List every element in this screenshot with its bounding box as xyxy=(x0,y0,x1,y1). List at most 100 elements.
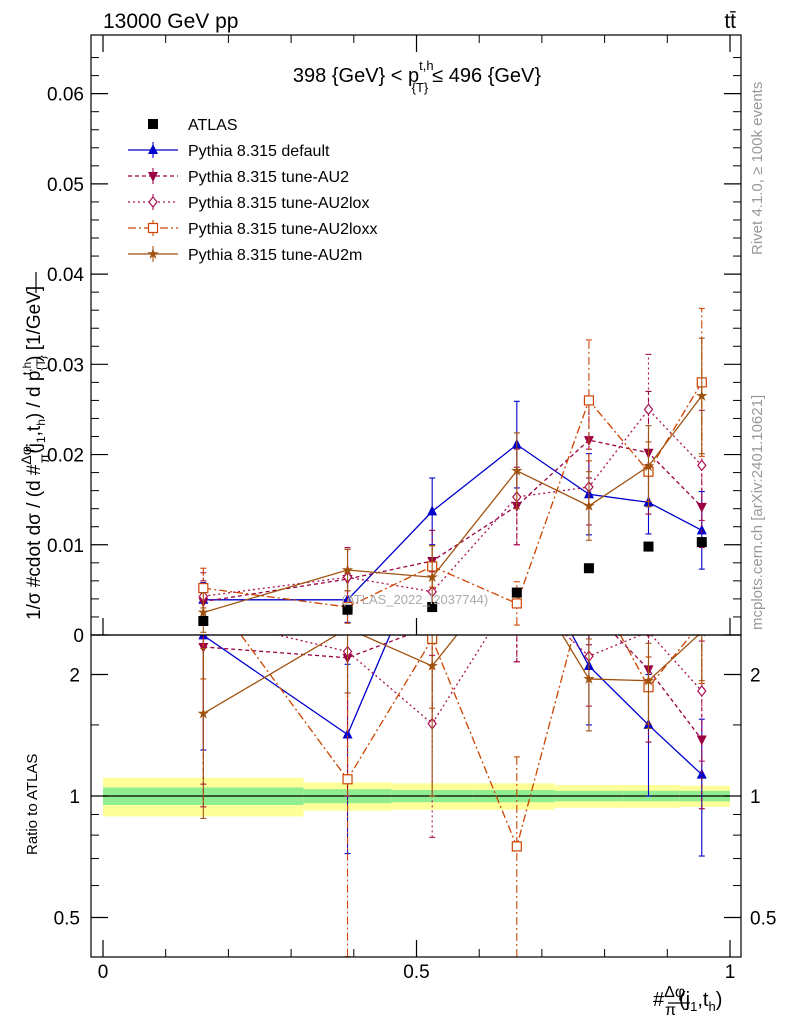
y-tick-label-main: 0.03 xyxy=(47,355,84,376)
legend-marker-atlas xyxy=(148,119,158,129)
ratio-panel: 0.5 0.5 1 1 2 2 0 0.5 1 xyxy=(54,35,776,983)
point-au2m xyxy=(583,500,595,511)
point-au2m xyxy=(426,571,438,583)
ratio-point-au2m xyxy=(642,674,655,686)
point-atlas xyxy=(583,563,594,574)
series-au2m xyxy=(197,337,708,633)
selection-label: 398 {GeV} < pt,h {T}≤ 496 {GeV} xyxy=(293,58,541,95)
legend-label: ATLAS xyxy=(188,117,238,134)
ratio-series-au2m xyxy=(197,554,706,819)
legend-item-atlas: ATLAS xyxy=(148,117,238,134)
legend-label: Pythia 8.315 tune-AU2 xyxy=(188,169,349,186)
watermark: (ATLAS_2022_I2037744) xyxy=(342,592,488,607)
series-au2lox xyxy=(198,353,707,621)
main-ylabel: 1/σ #cdot dσ / (d #Δφ π(j1,th) / d p{T}t,… xyxy=(18,286,52,620)
ratio-point-au2loxx xyxy=(697,617,706,626)
legend-item-au2: Pythia 8.315 tune-AU2 xyxy=(128,168,349,186)
x-tick-label: 0 xyxy=(98,962,109,983)
ratio-point-default xyxy=(342,728,353,739)
point-atlas xyxy=(696,537,707,548)
y-tick-label-main: 0.01 xyxy=(47,536,84,557)
ratio-line-default xyxy=(202,635,703,776)
y-tick-label-main: 0.04 xyxy=(47,265,84,286)
legend-label: Pythia 8.315 default xyxy=(188,143,330,160)
point-atlas xyxy=(643,541,654,552)
series-line-au2lox xyxy=(203,408,703,597)
x-tick-label: 0.5 xyxy=(403,962,429,983)
point-au2 xyxy=(696,502,707,513)
ratio-point-au2m xyxy=(583,672,595,684)
point-au2m xyxy=(341,564,354,575)
series-atlas xyxy=(198,537,707,627)
legend-marker-au2 xyxy=(148,172,158,182)
point-au2lox xyxy=(697,459,707,472)
xlabel-frac-den: π xyxy=(665,1002,676,1019)
ratio-point-au2m xyxy=(511,554,522,565)
legend-marker-au2m xyxy=(147,248,159,259)
energy-label: 13000 GeV pp xyxy=(103,10,238,33)
process-label: tt̄ xyxy=(724,10,736,33)
y-tick-label-main: 0 xyxy=(73,626,84,647)
legend-item-au2m: Pythia 8.315 tune-AU2m xyxy=(128,246,362,264)
point-au2m xyxy=(511,464,523,476)
point-atlas xyxy=(511,587,522,598)
y-tick-label-ratio: 1 xyxy=(69,787,80,808)
point-atlas xyxy=(342,604,353,615)
point-default xyxy=(427,505,438,516)
series-au2 xyxy=(198,390,707,623)
y-tick-label-main: 0.02 xyxy=(47,446,84,467)
ratio-point-au2m xyxy=(342,623,353,634)
point-au2m xyxy=(696,389,708,401)
xlabel-frac-num: Δφ xyxy=(664,984,685,1001)
legend-marker-au2loxx xyxy=(147,222,159,234)
xlabel: #Δφ π (j1,th) xyxy=(653,984,722,1019)
mcplots-label: mcplots.cern.ch [arXiv:2401.10621] xyxy=(749,395,766,630)
y-tick-label-ratio-right: 2 xyxy=(750,666,761,687)
ratio-ylabel: Ratio to ATLAS xyxy=(24,754,41,855)
point-atlas xyxy=(427,602,438,613)
legend: ATLAS Pythia 8.315 default Pythia 8.315 tu… xyxy=(128,117,377,264)
ratio-point-au2m xyxy=(197,707,209,719)
ratio-point-au2 xyxy=(584,604,594,614)
point-au2loxx xyxy=(511,598,522,609)
ratio-line-au2m xyxy=(202,635,700,715)
ratio-point-au2loxx xyxy=(584,572,593,581)
point-default xyxy=(696,524,707,535)
ratio-point-au2lox xyxy=(697,685,707,697)
y-tick-label-ratio: 2 xyxy=(69,666,80,687)
legend-item-au2loxx: Pythia 8.315 tune-AU2loxx xyxy=(128,220,377,238)
legend-label: Pythia 8.315 tune-AU2lox xyxy=(188,195,369,212)
y-tick-label-ratio-right: 0.5 xyxy=(750,909,776,930)
point-au2lox xyxy=(643,403,654,416)
ratio-point-au2loxx xyxy=(511,841,522,852)
series-au2loxx xyxy=(198,307,707,626)
point-au2m xyxy=(642,460,655,472)
y-tick-label-ratio-right: 1 xyxy=(750,787,761,808)
x-tick-label: 1 xyxy=(725,962,736,983)
y-tick-label-main: 0.05 xyxy=(47,175,84,196)
point-au2loxx xyxy=(198,582,209,594)
main-panel: 0 0.01 0.02 0.03 0.04 0.05 0.06 xyxy=(47,34,742,647)
series-line-au2 xyxy=(203,439,703,603)
rivet-label: Rivet 4.1.0, ≥ 100k events xyxy=(749,82,766,255)
series-line-default xyxy=(203,443,703,601)
legend-label: Pythia 8.315 tune-AU2m xyxy=(188,247,362,264)
legend-label: Pythia 8.315 tune-AU2loxx xyxy=(188,221,377,238)
ratio-point-au2 xyxy=(427,622,437,632)
y-tick-label-main: 0.06 xyxy=(47,85,84,106)
legend-item-default: Pythia 8.315 default xyxy=(128,142,330,160)
legend-marker-au2lox xyxy=(148,196,158,208)
ylabel-frac-den: π xyxy=(36,453,52,463)
point-au2loxx xyxy=(583,395,595,406)
point-atlas xyxy=(198,616,209,627)
ratio-point-au2m xyxy=(426,659,438,671)
series-line-au2m xyxy=(203,395,703,614)
ylabel-frac-num: Δφ xyxy=(18,446,34,464)
legend-marker-default xyxy=(148,144,158,154)
point-au2m xyxy=(197,606,209,618)
legend-item-au2lox: Pythia 8.315 tune-AU2lox xyxy=(128,194,369,212)
y-tick-label-ratio: 0.5 xyxy=(54,909,80,930)
ratio-point-au2loxx xyxy=(342,774,353,785)
series-default xyxy=(198,400,707,623)
